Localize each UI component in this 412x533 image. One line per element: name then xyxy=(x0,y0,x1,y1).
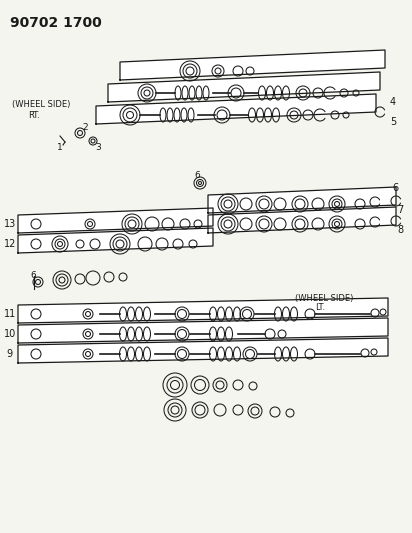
Text: LT.: LT. xyxy=(315,303,325,312)
Text: 6: 6 xyxy=(30,271,36,279)
Text: 9: 9 xyxy=(6,349,12,359)
Text: 90702 1700: 90702 1700 xyxy=(10,16,102,30)
Text: 2: 2 xyxy=(82,123,88,132)
Text: 7: 7 xyxy=(397,205,403,215)
Text: (WHEEL SIDE): (WHEEL SIDE) xyxy=(12,101,70,109)
Text: 12: 12 xyxy=(4,239,16,249)
Text: 11: 11 xyxy=(4,309,16,319)
Polygon shape xyxy=(18,338,388,363)
Text: 10: 10 xyxy=(4,329,16,339)
Text: 8: 8 xyxy=(397,225,403,235)
Polygon shape xyxy=(120,50,385,80)
Polygon shape xyxy=(18,208,213,233)
Text: 5: 5 xyxy=(390,117,396,127)
Polygon shape xyxy=(96,94,376,124)
Text: 1: 1 xyxy=(57,143,63,152)
Polygon shape xyxy=(18,228,213,253)
Text: RT.: RT. xyxy=(28,111,40,120)
Text: 6: 6 xyxy=(392,183,398,193)
Polygon shape xyxy=(208,187,396,213)
Polygon shape xyxy=(18,318,388,343)
Text: (WHEEL SIDE): (WHEEL SIDE) xyxy=(295,294,353,303)
Polygon shape xyxy=(208,207,396,233)
Text: 13: 13 xyxy=(4,219,16,229)
Polygon shape xyxy=(18,298,388,323)
Polygon shape xyxy=(108,72,380,102)
Text: 4: 4 xyxy=(390,97,396,107)
Text: 6: 6 xyxy=(194,172,200,181)
Text: 3: 3 xyxy=(95,143,101,152)
